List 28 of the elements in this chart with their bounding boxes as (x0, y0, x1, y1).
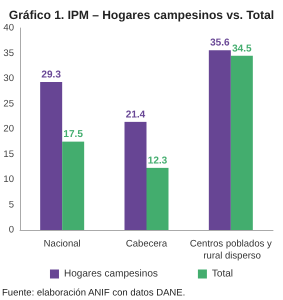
bar (62, 142, 84, 230)
bar (124, 122, 146, 230)
chart-title: Gráfico 1. IPM – Hogares campesinos vs. Total (8, 8, 274, 22)
data-label: 17.5 (63, 129, 84, 140)
legend-label: Total (212, 268, 234, 280)
y-tick-label: 10 (3, 174, 14, 185)
data-label: 35.6 (210, 38, 230, 49)
y-tick-label: 40 (3, 22, 14, 34)
y-tick-label: 0 (8, 224, 14, 236)
data-label: 12.3 (148, 155, 168, 166)
source-note: Fuente: elaboración ANIF con datos DANE. (2, 288, 186, 298)
bar (230, 56, 253, 230)
x-tick-label: Nacional (44, 238, 81, 250)
data-label: 21.4 (126, 109, 146, 120)
bar (146, 168, 168, 230)
bar (208, 50, 231, 230)
y-tick-label: 30 (3, 73, 14, 84)
y-tick-label: 20 (3, 124, 14, 134)
y-tick-label: 25 (3, 98, 14, 110)
y-tick-label: 15 (3, 148, 14, 160)
y-tick-label: 5 (8, 199, 14, 210)
x-tick-label: Centros poblados y rural disperso (190, 238, 272, 262)
data-label: 29.3 (41, 70, 62, 81)
y-tick-label: 35 (3, 48, 14, 59)
bar (40, 82, 62, 230)
legend-label: Hogares campesinos (64, 268, 158, 280)
data-label: 34.5 (232, 43, 252, 54)
x-tick-label: Cabecera (126, 238, 168, 250)
